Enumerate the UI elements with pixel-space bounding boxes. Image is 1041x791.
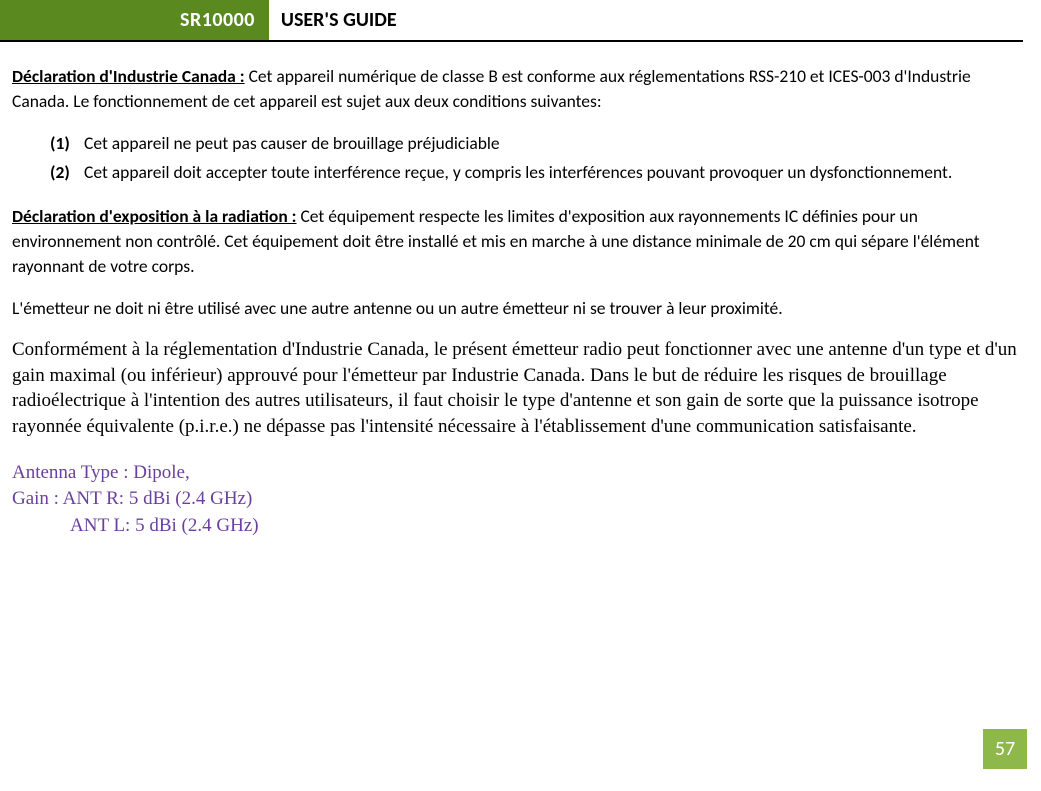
header-model-badge: SR10000: [0, 0, 269, 40]
list-text: Cet appareil doit accepter toute interfé…: [84, 160, 952, 185]
page-number-text: 57: [995, 737, 1015, 761]
antenna-gain-r: Gain : ANT R: 5 dBi (2.4 GHz): [12, 486, 1017, 513]
conditions-list: (1) Cet appareil ne peut pas causer de b…: [12, 131, 1017, 186]
header-model-text: SR10000: [180, 8, 255, 32]
conformity-paragraph: Conformément à la réglementation d'Indus…: [12, 337, 1017, 440]
antenna-gain-l: ANT L: 5 dBi (2.4 GHz): [12, 513, 1017, 540]
list-text: Cet appareil ne peut pas causer de broui…: [84, 131, 500, 156]
conformity-block: Conformément à la réglementation d'Indus…: [12, 337, 1017, 440]
emitter-note: L'émetteur ne doit ni être utilisé avec …: [12, 296, 1017, 321]
list-item: (1) Cet appareil ne peut pas causer de b…: [50, 131, 1017, 156]
page-content: Déclaration d'Industrie Canada : Cet app…: [0, 42, 1041, 539]
declaration-ic-label: Déclaration d'Industrie Canada :: [12, 65, 245, 87]
declaration-radiation-label: Déclaration d'exposition à la radiation …: [12, 205, 297, 227]
list-item: (2) Cet appareil doit accepter toute int…: [50, 160, 1017, 185]
declaration-radiation-paragraph: Déclaration d'exposition à la radiation …: [12, 204, 1017, 280]
conformity-a-hat: à: [131, 388, 139, 414]
list-number: (1): [50, 131, 84, 156]
list-number: (2): [50, 160, 84, 185]
conformity-part2: l'intention des autres utilisateurs, il …: [12, 390, 979, 437]
page-number-badge: 57: [983, 729, 1027, 769]
page-header: SR10000 USER'S GUIDE: [0, 0, 1023, 42]
antenna-type-line: Antenna Type : Dipole,: [12, 460, 1017, 487]
header-title-text: USER'S GUIDE: [281, 8, 397, 32]
antenna-spec-block: Antenna Type : Dipole, Gain : ANT R: 5 d…: [12, 460, 1017, 540]
header-title: USER'S GUIDE: [269, 0, 409, 40]
declaration-ic-paragraph: Déclaration d'Industrie Canada : Cet app…: [12, 64, 1017, 115]
